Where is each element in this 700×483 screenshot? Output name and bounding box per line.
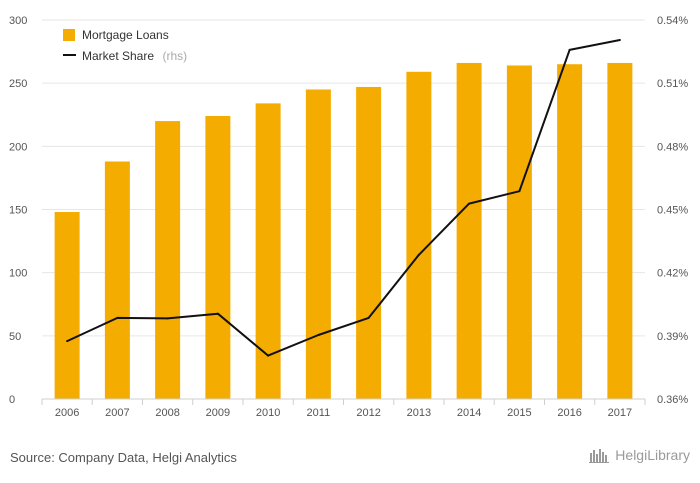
y-right-tick-label: 0.36% [657, 394, 688, 406]
bar-2012 [356, 86, 382, 399]
legend-market-share-name: Market Share [82, 49, 154, 63]
chart: 0 0.36% 50 0.39% 100 0.42% 150 0.45% 200 0.48% 250… [9, 15, 688, 419]
bar-2015 [506, 65, 532, 399]
y-right-tick-label: 0.39% [657, 331, 688, 343]
x-tick-label: 2017 [608, 407, 632, 419]
market-share-point-2013 [417, 253, 420, 256]
x-tick-label: 2008 [155, 407, 179, 419]
gridlines [42, 19, 645, 337]
bar-2013 [406, 71, 432, 400]
bar-2017 [607, 62, 633, 399]
y-left-tick-label: 300 [9, 15, 27, 27]
x-tick-label: 2013 [407, 407, 431, 419]
y-left-tick-label: 200 [9, 141, 27, 153]
x-tick-label: 2007 [105, 407, 129, 419]
library-icon [589, 449, 610, 463]
y-right-tick-label: 0.48% [657, 141, 688, 153]
y-left-tick-label: 100 [9, 268, 27, 280]
market-share-point-2016 [568, 48, 571, 51]
x-tick-label: 2016 [557, 407, 581, 419]
line-series [66, 39, 621, 357]
market-share-point-2010 [267, 354, 270, 357]
x-tick-label: 2010 [256, 407, 280, 419]
bar-2008 [155, 121, 181, 400]
market-share-point-2014 [468, 202, 471, 205]
market-share-point-2008 [166, 317, 169, 320]
legend-swatch-mortgage-loans [63, 29, 75, 41]
market-share-point-2009 [216, 312, 219, 315]
source-note: Source: Company Data, Helgi Analytics [10, 450, 237, 465]
bar-2007 [104, 161, 130, 399]
legend-market-share-suffix: (rhs) [162, 49, 187, 63]
legend-label-market-share: Market Share (rhs) [82, 47, 187, 64]
y-right-tick-label: 0.42% [657, 268, 688, 280]
legend-label-mortgage-loans: Mortgage Loans [82, 28, 169, 42]
brand-name: HelgiLibrary [615, 447, 690, 463]
x-tick-label: 2012 [356, 407, 380, 419]
y-left-tick-label: 50 [9, 331, 21, 343]
bar-2009 [205, 116, 231, 399]
market-share-point-2017 [618, 39, 621, 42]
x-tick-label: 2006 [55, 407, 79, 419]
y-left-tick-label: 250 [9, 78, 27, 90]
x-tick-label: 2011 [307, 407, 331, 419]
y-right-tick-label: 0.54% [657, 15, 688, 27]
legend: Mortgage Loans Market Share (rhs) [63, 28, 187, 64]
market-share-line [66, 39, 621, 357]
bar-2016 [557, 64, 583, 399]
market-share-point-2007 [116, 316, 119, 319]
market-share-point-2006 [66, 340, 69, 343]
x-tick-label: 2014 [457, 407, 481, 419]
y-right-tick-label: 0.45% [657, 205, 688, 217]
x-tick-label: 2009 [206, 407, 230, 419]
axes: 0 0.36% 50 0.39% 100 0.42% 150 0.45% 200 0.48% 250… [9, 15, 688, 419]
x-tick-label: 2015 [507, 407, 531, 419]
bar-series [54, 62, 633, 400]
y-left-tick-label: 0 [9, 394, 15, 406]
bar-2006 [54, 212, 80, 399]
brand-logo: HelgiLibrary [589, 447, 690, 463]
y-left-tick-label: 150 [9, 205, 27, 217]
bar-2014 [456, 62, 482, 399]
market-share-point-2015 [518, 190, 521, 193]
market-share-point-2012 [367, 316, 370, 319]
bar-2011 [305, 89, 331, 399]
market-share-point-2011 [317, 333, 320, 336]
y-right-tick-label: 0.51% [657, 78, 688, 90]
